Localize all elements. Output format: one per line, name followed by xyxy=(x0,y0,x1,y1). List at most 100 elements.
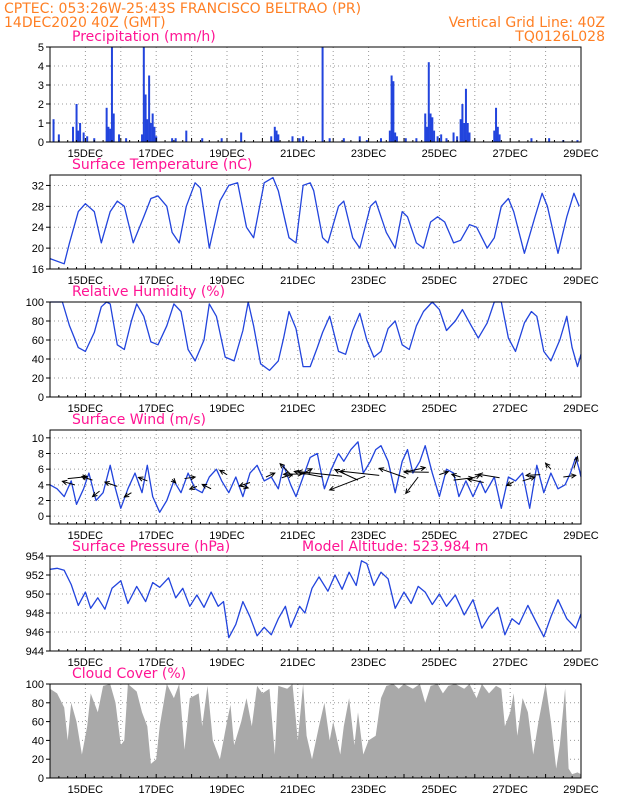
humidity-xtick-label: 25DEC xyxy=(422,403,458,415)
precip-bar xyxy=(151,113,154,142)
wind-arrowhead xyxy=(333,469,341,474)
humidity-frame xyxy=(49,301,582,398)
wind-arrowhead xyxy=(466,477,473,483)
cloud-ytick-label: 0 xyxy=(38,773,44,785)
humidity-xtick-label: 29DEC xyxy=(563,403,599,415)
humidity-ytick-label: 20 xyxy=(32,373,44,385)
wind-xtick-label: 25DEC xyxy=(422,530,458,542)
precip-bar xyxy=(174,138,177,142)
pressure-xtick-label: 23DEC xyxy=(351,657,387,669)
precip-ytick-label: 2 xyxy=(38,99,44,111)
wind-arrow xyxy=(451,473,461,478)
temp-panel: 16 20 24 28 32 15DEC 17DEC 19DEC 21DEC 23DEC 25DEC… xyxy=(32,174,599,287)
wind-arrow xyxy=(478,473,500,479)
temp-xtick-label: 17DEC xyxy=(138,275,174,287)
wind-arrow xyxy=(573,456,578,469)
precip-frame xyxy=(49,46,582,143)
humidity-xtick-label: 15DEC xyxy=(68,403,104,415)
model-altitude-label: Model Altitude: 523.984 m xyxy=(302,539,488,555)
wind-arrowhead xyxy=(170,478,177,484)
cloud-ytick-label: 60 xyxy=(32,717,44,729)
pressure-ytick-label: 948 xyxy=(26,608,44,620)
pressure-ytick-label: 946 xyxy=(26,627,44,639)
precip-bar xyxy=(342,138,345,142)
wind-arrowhead xyxy=(279,462,285,469)
precip-bar xyxy=(79,123,82,142)
precip-bar xyxy=(201,138,204,142)
wind-arrowhead xyxy=(282,471,289,477)
cloud-area xyxy=(50,684,581,778)
cloud-xtick-label: 17DEC xyxy=(138,784,174,796)
wind-arrow xyxy=(340,470,380,476)
pressure-ytick-label: 952 xyxy=(26,570,44,582)
pressure-title: Surface Pressure (hPa) xyxy=(72,539,230,555)
cloud-xtick-label: 25DEC xyxy=(422,784,458,796)
precip-bar xyxy=(86,136,89,142)
humidity-xtick-label: 23DEC xyxy=(351,403,387,415)
precip-bar xyxy=(142,47,145,142)
precip-bar xyxy=(390,75,393,142)
precip-bar xyxy=(415,138,418,142)
precip-bar xyxy=(144,94,147,142)
precip-xtick-label: 15DEC xyxy=(68,148,104,160)
temp-xtick-label: 27DEC xyxy=(492,275,528,287)
wind-arrowhead xyxy=(378,467,385,473)
wind-arrow xyxy=(104,481,118,487)
precip-bar xyxy=(291,136,294,142)
cloud-xtick-label: 27DEC xyxy=(492,784,528,796)
temp-xtick-label: 23DEC xyxy=(351,275,387,287)
precip-bar xyxy=(220,138,223,142)
humidity-title: Relative Humidity (%) xyxy=(72,284,225,300)
precip-xtick-label: 17DEC xyxy=(138,148,174,160)
precip-bar xyxy=(321,47,324,142)
precip-ytick-label: 3 xyxy=(38,80,44,92)
wind-arrow xyxy=(62,480,75,486)
precip-bar xyxy=(75,104,78,142)
wind-arrowhead xyxy=(137,476,144,482)
precip-bar xyxy=(463,123,466,142)
wind-arrow xyxy=(265,472,275,478)
temp-ytick-label: 28 xyxy=(32,201,44,213)
precip-bar xyxy=(496,126,499,142)
precip-bar xyxy=(495,107,498,142)
wind-arrow xyxy=(329,475,366,491)
precip-bar xyxy=(466,123,469,142)
wind-ytick-label: 8 xyxy=(38,449,44,461)
wind-arrowhead xyxy=(573,455,579,462)
precip-bar xyxy=(153,126,156,142)
humidity-xtick-label: 21DEC xyxy=(280,403,316,415)
wind-arrowhead xyxy=(306,468,314,474)
wind-xtick-label: 17DEC xyxy=(138,530,174,542)
wind-arrow xyxy=(467,478,484,483)
cloud-title: Cloud Cover (%) xyxy=(72,666,186,682)
wind-arrowhead xyxy=(123,492,130,498)
wind-xtick-label: 23DEC xyxy=(351,530,387,542)
wind-arrow xyxy=(219,469,228,476)
wind-arrowhead xyxy=(218,469,225,475)
pressure-ytick-label: 950 xyxy=(26,589,44,601)
header-model-code: TQ0126L028 xyxy=(514,29,605,45)
wind-arrow xyxy=(405,476,419,494)
wind-xtick-label: 27DEC xyxy=(492,530,528,542)
humidity-ytick-label: 60 xyxy=(32,335,44,347)
humidity-ytick-label: 0 xyxy=(38,392,44,404)
precip-bar xyxy=(468,132,471,142)
precip-bar xyxy=(379,138,382,142)
precip-bar xyxy=(445,138,448,142)
wind-arrowhead xyxy=(201,483,208,489)
humidity-panel: 0 20 40 60 80 100 15DEC 17DEC 19DEC 21DEC 23DEC 25D… xyxy=(26,297,599,415)
wind-ytick-label: 6 xyxy=(38,464,44,476)
precip-ytick-label: 0 xyxy=(38,137,44,149)
precip-xtick-label: 27DEC xyxy=(492,148,528,160)
cloud-ytick-label: 20 xyxy=(32,754,44,766)
precip-bar xyxy=(146,119,149,142)
pressure-xtick-label: 19DEC xyxy=(209,657,245,669)
temp-frame xyxy=(49,174,582,270)
wind-arrow xyxy=(202,483,212,490)
cloud-xtick-label: 15DEC xyxy=(68,784,104,796)
humidity-xtick-label: 17DEC xyxy=(138,403,174,415)
precip-bar xyxy=(459,119,462,142)
header-run-time: 14DEC2020 40Z (GMT) xyxy=(4,15,166,31)
precip-bar xyxy=(328,138,331,142)
precip-bar xyxy=(436,136,439,142)
